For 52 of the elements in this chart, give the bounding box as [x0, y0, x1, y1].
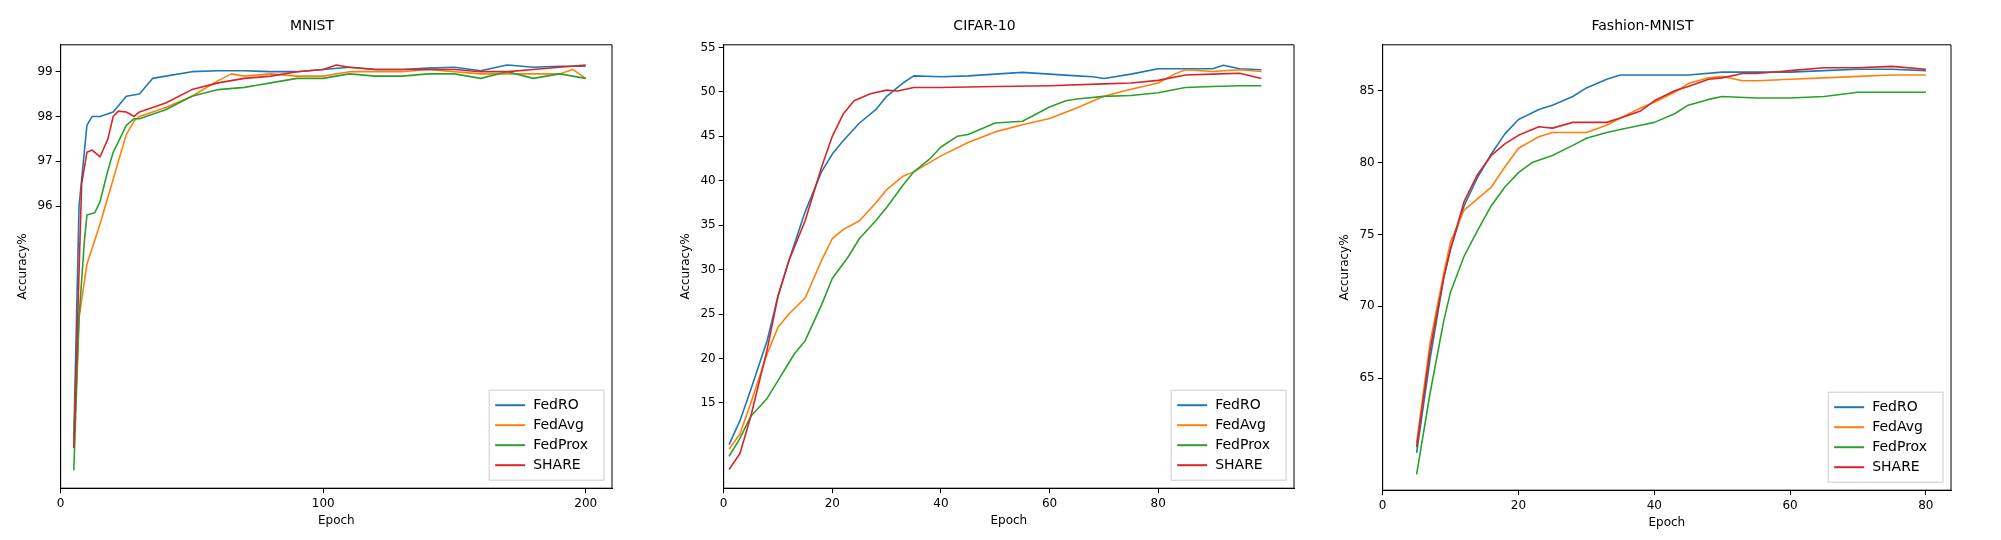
x-tick-label: 40: [1646, 497, 1662, 512]
legend-label: SHARE: [533, 455, 581, 472]
y-tick-label: 96: [37, 198, 53, 213]
legend-label: FedAvg: [1215, 415, 1266, 432]
legend-label: SHARE: [1872, 457, 1920, 474]
x-axis-title: Epoch: [317, 512, 355, 527]
x-tick-label: 80: [1150, 495, 1166, 510]
x-tick-label: 200: [574, 495, 598, 510]
x-tick-label: 40: [933, 495, 949, 510]
y-tick-label: 15: [700, 395, 716, 410]
y-tick-label: 50: [700, 84, 716, 99]
x-axis-title: Epoch: [1648, 514, 1686, 529]
y-tick-label: 85: [1359, 82, 1375, 97]
legend-label: FedProx: [1215, 435, 1271, 452]
y-tick-label: 30: [700, 261, 716, 276]
y-tick-label: 20: [700, 350, 716, 365]
y-tick-label: 97: [37, 153, 53, 168]
x-tick-label: 80: [1918, 497, 1934, 512]
y-tick-label: 80: [1359, 154, 1375, 169]
y-tick-label: 75: [1359, 226, 1375, 241]
x-tick-label: 20: [1510, 497, 1527, 512]
y-tick-label: 65: [1359, 370, 1375, 385]
x-tick-label: 60: [1782, 497, 1798, 512]
chart-title: CIFAR-10: [953, 17, 1016, 34]
legend-label: FedAvg: [1872, 417, 1923, 434]
x-tick-label: 0: [1378, 497, 1387, 512]
legend-label: FedProx: [533, 435, 589, 452]
legend-label: FedRO: [533, 395, 579, 412]
y-tick-label: 99: [37, 63, 53, 78]
legend-label: SHARE: [1215, 455, 1263, 472]
chart-title: Fashion-MNIST: [1591, 17, 1694, 34]
legend-label: FedRO: [1215, 395, 1261, 412]
y-tick-label: 45: [700, 128, 716, 143]
legend-label: FedRO: [1872, 397, 1918, 414]
x-tick-label: 100: [311, 495, 335, 510]
y-axis-title: Accuracy%: [1337, 234, 1352, 301]
legend-label: FedAvg: [533, 415, 584, 432]
y-tick-label: 70: [1359, 298, 1375, 313]
legend-label: FedProx: [1872, 437, 1928, 454]
y-tick-label: 98: [37, 108, 53, 123]
y-tick-label: 55: [700, 39, 716, 54]
y-axis-title: Accuracy%: [15, 233, 30, 300]
y-tick-label: 25: [700, 306, 716, 321]
x-tick-label: 0: [719, 495, 728, 510]
chart-title: MNIST: [289, 17, 335, 34]
x-axis-title: Epoch: [990, 512, 1028, 527]
x-tick-label: 0: [56, 495, 65, 510]
x-tick-label: 20: [824, 495, 840, 510]
x-tick-label: 60: [1041, 495, 1058, 510]
y-tick-label: 35: [700, 217, 716, 232]
y-axis-title: Accuracy%: [678, 233, 693, 300]
y-tick-label: 40: [700, 172, 716, 187]
